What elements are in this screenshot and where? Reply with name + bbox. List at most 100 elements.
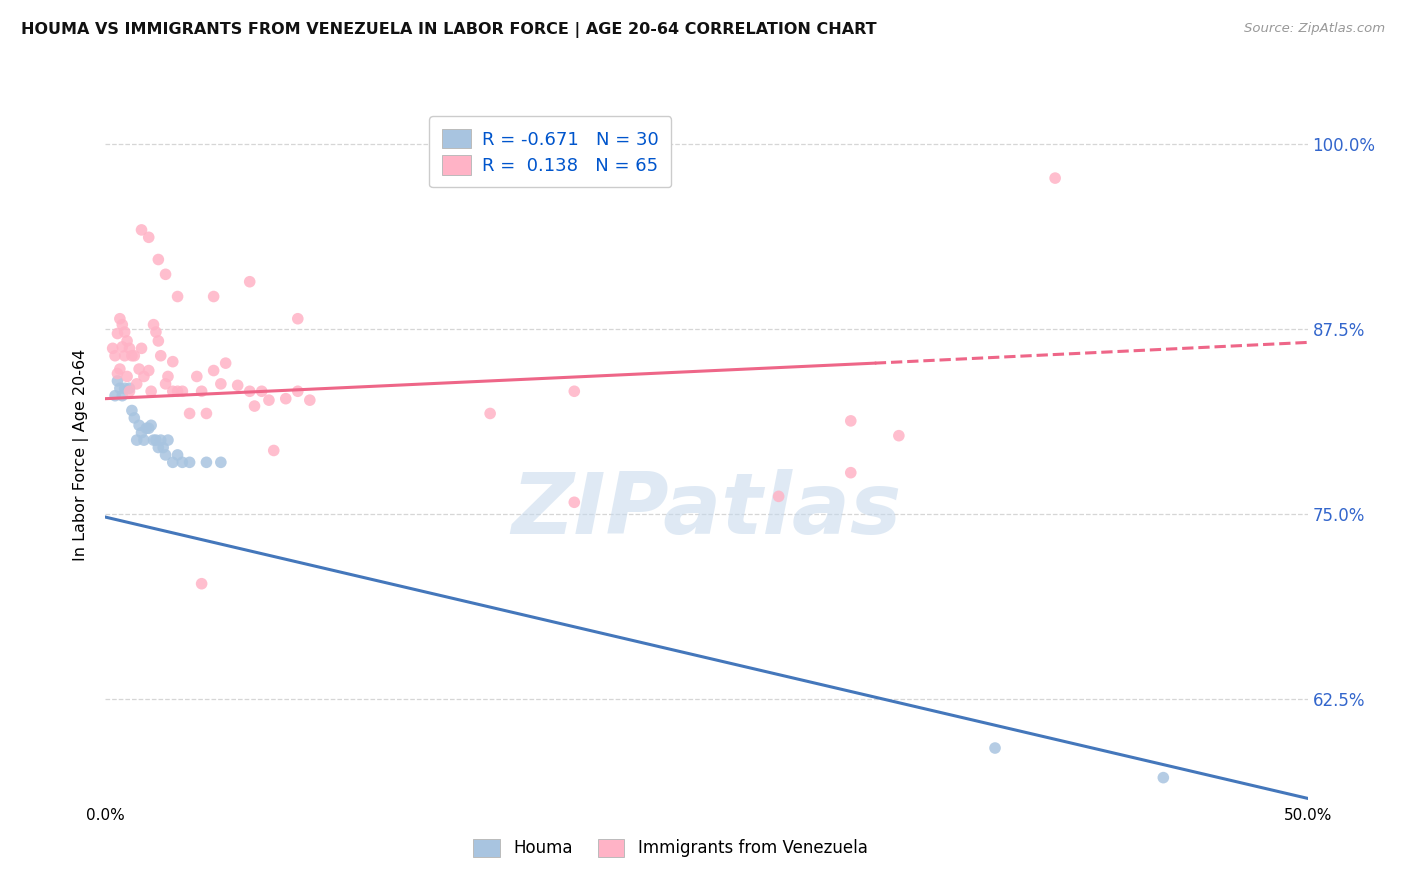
Point (115, 369, 138, 384)
Point (190, 576, 212, 591)
Point (274, 392, 297, 406)
Point (839, 414, 862, 428)
Point (124, 349, 146, 363)
Point (155, 448, 177, 462)
Text: ZIPatlas: ZIPatlas (512, 469, 901, 552)
Point (114, 325, 136, 339)
Point (162, 455, 184, 469)
Point (145, 433, 167, 447)
Y-axis label: In Labor Force | Age 20-64: In Labor Force | Age 20-64 (73, 349, 90, 561)
Point (125, 433, 148, 447)
Point (156, 369, 179, 384)
Point (162, 354, 184, 368)
Point (209, 455, 232, 469)
Point (239, 384, 262, 399)
Point (190, 384, 212, 399)
Point (108, 362, 131, 376)
Point (179, 455, 201, 469)
Point (114, 349, 136, 363)
Point (155, 268, 177, 282)
Point (172, 455, 194, 469)
Point (287, 384, 309, 399)
Point (118, 381, 141, 395)
Point (257, 393, 280, 408)
Point (111, 340, 134, 354)
Point (145, 325, 167, 339)
Point (138, 363, 160, 377)
Point (128, 362, 150, 376)
Point (125, 376, 148, 391)
Point (111, 318, 134, 332)
Point (107, 374, 129, 388)
Point (149, 349, 172, 363)
Point (142, 433, 165, 447)
Point (139, 384, 162, 399)
Point (186, 369, 208, 384)
Point (138, 230, 160, 244)
Point (111, 389, 134, 403)
Point (172, 384, 194, 399)
Point (839, 466, 862, 480)
Point (202, 289, 225, 303)
Point (107, 326, 129, 341)
Point (179, 407, 201, 421)
Point (131, 425, 153, 440)
Point (104, 349, 127, 363)
Point (166, 289, 188, 303)
Point (148, 441, 170, 455)
Point (114, 381, 136, 395)
Point (479, 407, 502, 421)
Point (250, 384, 273, 399)
Legend: Houma, Immigrants from Venezuela: Houma, Immigrants from Venezuela (467, 832, 875, 864)
Point (118, 384, 141, 399)
Point (149, 433, 172, 447)
Point (135, 421, 157, 435)
Text: HOUMA VS IMMIGRANTS FROM VENEZUELA IN LABOR FORCE | AGE 20-64 CORRELATION CHART: HOUMA VS IMMIGRANTS FROM VENEZUELA IN LA… (21, 22, 877, 38)
Point (121, 349, 143, 363)
Point (202, 363, 225, 377)
Point (887, 428, 910, 442)
Point (166, 384, 188, 399)
Point (162, 384, 184, 399)
Point (287, 311, 309, 326)
Point (131, 223, 153, 237)
Point (138, 421, 160, 435)
Text: Source: ZipAtlas.com: Source: ZipAtlas.com (1244, 22, 1385, 36)
Point (124, 411, 146, 425)
Point (562, 495, 585, 509)
Point (1043, 171, 1066, 186)
Point (209, 376, 232, 391)
Point (104, 389, 127, 403)
Point (166, 448, 188, 462)
Point (195, 407, 218, 421)
Point (562, 384, 585, 399)
Point (101, 342, 124, 356)
Point (239, 275, 262, 289)
Point (131, 342, 153, 356)
Point (132, 433, 155, 447)
Point (108, 381, 131, 395)
Point (768, 489, 790, 503)
Point (984, 741, 1007, 756)
Point (243, 399, 266, 413)
Point (108, 311, 131, 326)
Point (142, 318, 165, 332)
Point (107, 367, 129, 381)
Point (148, 334, 170, 348)
Point (155, 376, 177, 391)
Point (195, 455, 218, 469)
Point (128, 418, 150, 433)
Point (115, 334, 138, 348)
Point (152, 441, 174, 455)
Point (226, 378, 249, 392)
Point (148, 252, 170, 267)
Point (1152, 771, 1174, 785)
Point (132, 369, 155, 384)
Point (298, 393, 321, 408)
Point (263, 443, 285, 458)
Point (139, 418, 162, 433)
Point (121, 403, 143, 417)
Point (214, 356, 236, 370)
Point (156, 433, 179, 447)
Point (118, 342, 141, 356)
